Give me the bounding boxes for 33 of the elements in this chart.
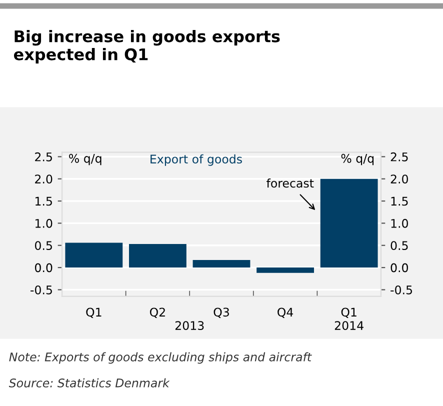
y-tick-label: 2.5	[35, 152, 52, 162]
x-tick-label: Q4	[278, 308, 294, 318]
y-tick-label: 0.5	[34, 241, 52, 250]
y2-tick-label: 2.5	[390, 152, 408, 162]
y-tick-label: 1.5	[36, 196, 52, 206]
y2-tick-label: 2.0	[390, 174, 408, 184]
text: 2014	[334, 321, 364, 330]
y2-tick-label: 0.5	[390, 241, 408, 250]
chart-subtitle: Export of goods	[150, 154, 242, 166]
x-tick-label: Q1	[341, 308, 356, 318]
chart-title: Big increase in goods exports expected in Q1	[14, 30, 280, 64]
y-tick-label: 0.0	[34, 263, 52, 272]
bar	[192, 260, 250, 268]
x-tick-label: Q1	[86, 308, 102, 318]
annotation: forecast	[266, 178, 314, 188]
x-tick-label: Q3	[214, 308, 229, 318]
text: Note: Exports of goods excluding ships and aircraft	[9, 352, 312, 364]
text: 2013	[175, 321, 204, 330]
x-tick-label: Q2	[150, 308, 165, 318]
y2-tick-label: 1.0	[391, 218, 408, 228]
y2-tick-label: 1.5	[391, 196, 408, 206]
bar	[256, 268, 314, 273]
source-note: Source: Statistics Denmark	[8, 378, 170, 388]
y-tick-label: -0.5	[30, 285, 52, 294]
y-axis-title: % q/q	[69, 154, 102, 166]
y2-tick-label: -0.5	[390, 285, 412, 294]
y2-tick-label: 0.0	[390, 263, 408, 272]
y-tick-label: 2.0	[35, 174, 52, 184]
y2-axis-title: % q/q	[341, 154, 374, 166]
bar	[65, 242, 123, 268]
bar	[320, 178, 378, 268]
bar	[129, 244, 186, 268]
y-tick-label: 1.0	[36, 218, 52, 228]
